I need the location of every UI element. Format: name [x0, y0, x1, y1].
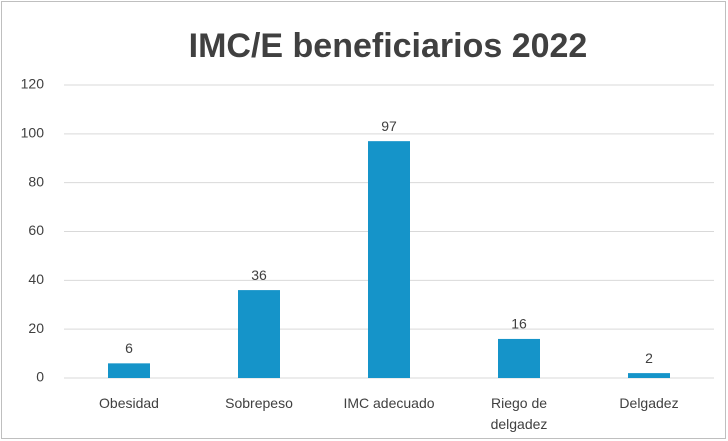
data-label: 16	[511, 316, 527, 332]
bar	[368, 141, 410, 378]
x-tick-label-box: IMC adecuado	[343, 395, 435, 411]
x-tick-label-box: Riego de delgadez	[490, 395, 548, 432]
y-tick-label: 0	[36, 369, 44, 385]
x-tick-label: Riego de delgadez	[490, 395, 548, 432]
bar	[238, 290, 280, 378]
x-tick-label: Sobrepeso	[225, 395, 293, 411]
x-tick-label-box: Sobrepeso	[225, 395, 293, 411]
y-tick-label: 40	[28, 271, 44, 287]
x-tick-label: IMC adecuado	[343, 395, 435, 411]
data-label: 36	[251, 267, 267, 283]
y-tick-label: 20	[28, 320, 44, 336]
y-tick-label: 120	[21, 76, 45, 92]
y-tick-label: 60	[28, 222, 44, 238]
y-tick-label: 100	[21, 125, 45, 141]
x-tick-label-box: Obesidad	[99, 395, 159, 411]
data-label: 97	[381, 118, 397, 134]
x-tick-label: Obesidad	[99, 395, 159, 411]
data-label: 2	[645, 350, 653, 366]
x-tick-label: Delgadez	[619, 395, 679, 411]
bar	[108, 363, 150, 378]
bar	[628, 373, 670, 378]
x-tick-label-box: Delgadez	[619, 395, 679, 411]
y-tick-label: 80	[28, 173, 44, 189]
chart-title: IMC/E beneficiarios 2022	[189, 27, 588, 65]
bar	[498, 338, 540, 378]
data-label: 6	[125, 340, 133, 356]
